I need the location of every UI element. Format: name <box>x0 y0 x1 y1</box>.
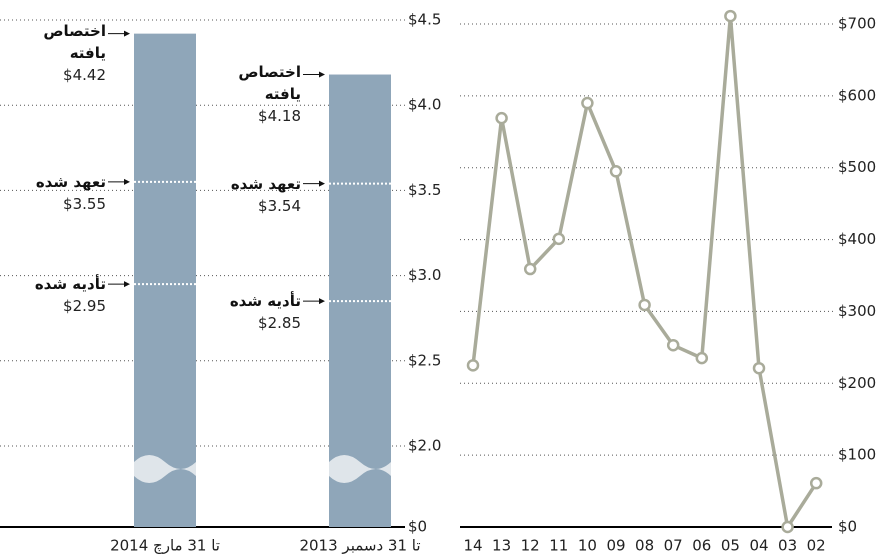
arrow-head <box>124 30 130 37</box>
bar <box>134 33 196 528</box>
x-tick-label: تا 31 مارچ 2014 <box>110 537 220 556</box>
x-tick-label: 10 <box>578 537 597 555</box>
annotation-value: $2.85 <box>258 314 301 333</box>
y-tick-label: $2.0 <box>408 437 441 455</box>
annotation-name: تأدیه شده <box>34 275 106 294</box>
marker <box>724 9 737 23</box>
annotation-value: $3.55 <box>63 194 106 213</box>
x-tick-label: 05 <box>721 537 740 555</box>
y-tick-label: $2.5 <box>408 351 441 369</box>
y-tick-label: $100 <box>838 446 876 464</box>
marker <box>609 165 623 178</box>
x-tick-label: 08 <box>635 537 654 555</box>
arrow-head <box>124 281 130 288</box>
marker <box>552 232 566 246</box>
marker <box>695 351 709 365</box>
annotation-value: $4.42 <box>63 65 106 84</box>
y-tick-label: $400 <box>838 230 876 248</box>
x-tick-label: 03 <box>778 537 797 555</box>
y-tick-label: $0 <box>838 518 857 536</box>
annotation-name: اختصاص یافته <box>238 62 301 103</box>
y-tick-label: $3.0 <box>408 266 441 284</box>
axis-break <box>329 455 391 483</box>
marker <box>638 298 651 312</box>
x-tick-label: تا 31 دسمبر 2013 <box>299 537 420 555</box>
x-tick-label: 14 <box>463 537 482 555</box>
x-tick-label: 02 <box>807 537 826 555</box>
annotation: تعهد شده $3.55 <box>16 171 106 215</box>
annotation: تأدیه شده $2.85 <box>211 290 301 334</box>
annotation-value: $3.54 <box>258 196 301 215</box>
marker <box>781 520 794 534</box>
annotation-name: اختصاص یافته <box>43 21 106 62</box>
y-tick-label: $700 <box>838 15 876 33</box>
y-tick-label: $600 <box>838 86 876 104</box>
annotation-name: تعهد شده <box>35 172 106 191</box>
bar <box>329 74 391 527</box>
annotation: اختصاص یافته $4.18 <box>211 61 301 127</box>
x-tick-label: 12 <box>521 537 540 555</box>
x-tick-label: 09 <box>606 537 625 555</box>
annotation: تعهد شده $3.54 <box>211 173 301 217</box>
marker <box>466 359 480 372</box>
annotation: تأدیه شده $2.95 <box>16 273 106 317</box>
annotation-name: تأدیه شده <box>229 292 301 311</box>
y-tick-label: $4.0 <box>408 96 441 114</box>
x-tick-label: 11 <box>549 537 568 555</box>
marker <box>809 476 823 490</box>
annotation: اختصاص یافته $4.42 <box>16 20 106 86</box>
y-tick-label: $0 <box>408 518 427 536</box>
annotation-value: $4.18 <box>258 106 301 125</box>
arrow-head <box>319 71 325 78</box>
marker <box>523 262 537 276</box>
arrow-head <box>124 178 130 185</box>
annotation-value: $2.95 <box>63 297 106 316</box>
axis-break <box>134 455 196 483</box>
x-tick-label: 04 <box>749 537 768 555</box>
arrow-head <box>319 298 325 305</box>
marker <box>752 361 766 375</box>
y-tick-label: $4.5 <box>408 11 441 29</box>
annotation-name: تعهد شده <box>230 174 301 193</box>
marker <box>666 338 680 352</box>
x-tick-label: 06 <box>692 537 711 555</box>
marker <box>581 96 594 110</box>
y-tick-label: $500 <box>838 158 876 176</box>
arrow-head <box>319 180 325 187</box>
marker <box>495 111 508 125</box>
y-tick-label: $3.5 <box>408 181 441 199</box>
x-tick-label: 07 <box>664 537 683 555</box>
x-tick-label: 13 <box>492 537 511 555</box>
y-tick-label: $300 <box>838 302 876 320</box>
y-tick-label: $200 <box>838 374 876 392</box>
